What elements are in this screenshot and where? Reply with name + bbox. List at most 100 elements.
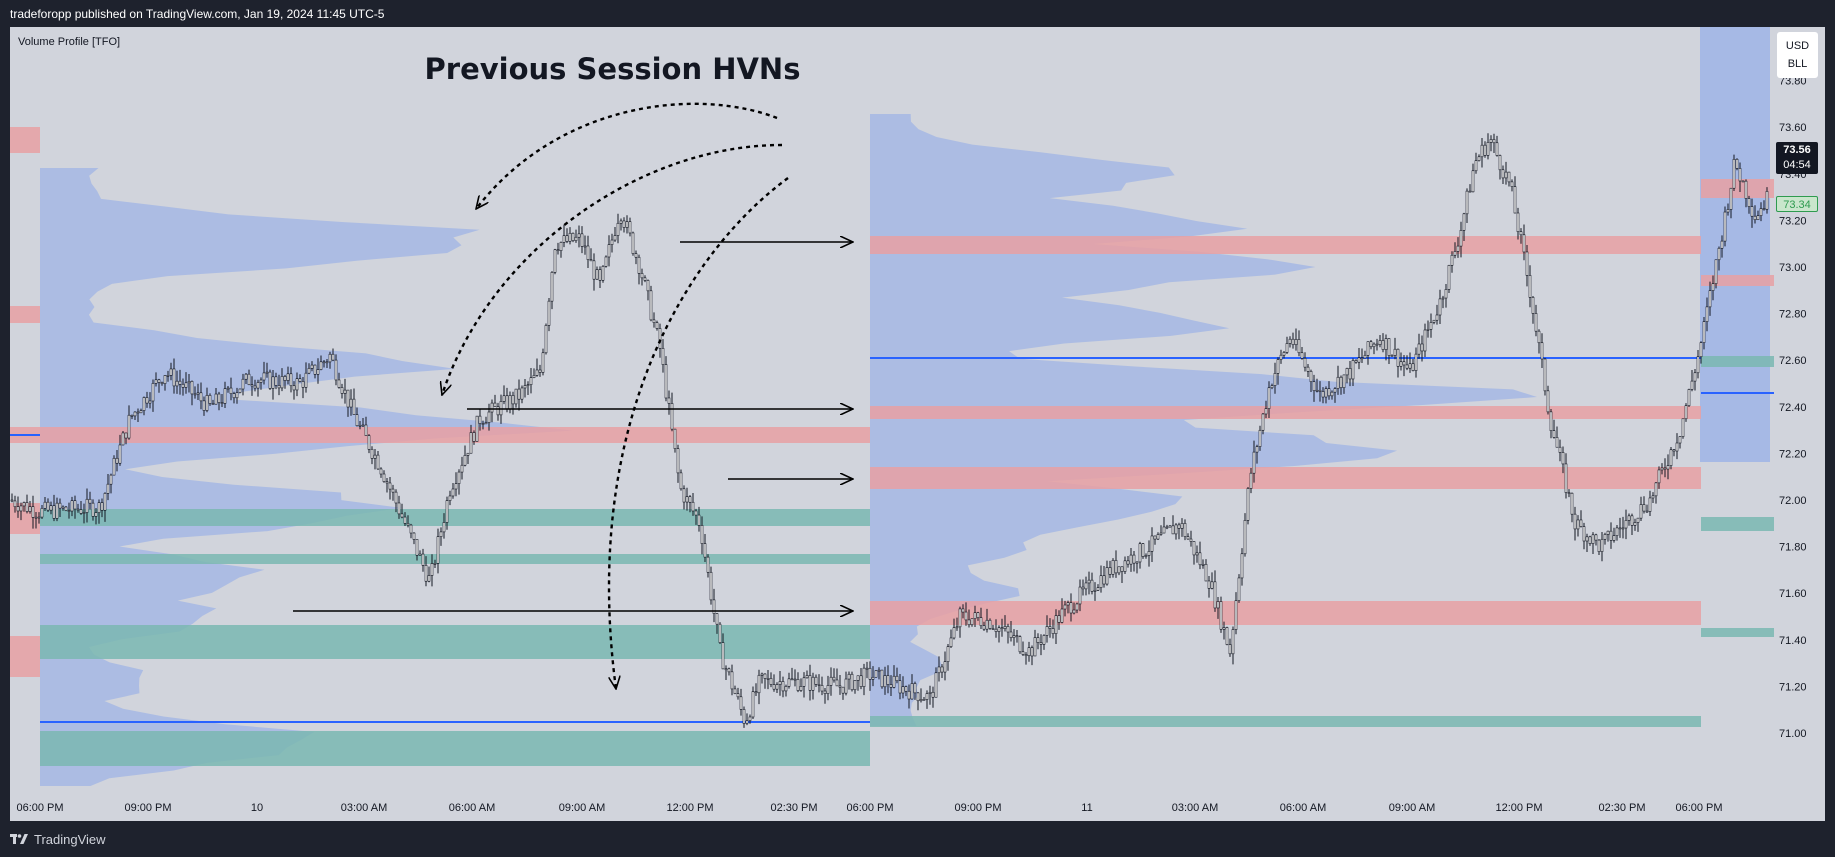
- candle-body: [1423, 329, 1427, 352]
- indicator-legend[interactable]: Volume Profile [TFO]: [18, 36, 121, 48]
- candle-body: [1468, 190, 1472, 193]
- candle-body: [1141, 543, 1145, 557]
- candle-body: [226, 387, 230, 390]
- candle-body: [1408, 363, 1412, 369]
- candle-body: [37, 516, 41, 519]
- candle-body: [1645, 510, 1649, 513]
- candle-body: [1225, 627, 1229, 645]
- candle-body: [1708, 290, 1712, 308]
- candle-body: [64, 506, 68, 511]
- candle-body: [766, 678, 770, 680]
- dashed-curved-arrow[interactable]: [607, 177, 789, 689]
- candle-body: [964, 611, 968, 621]
- candle-body: [1534, 313, 1538, 332]
- candle-body: [421, 553, 425, 566]
- time-tick-label: 09:00 AM: [559, 802, 605, 814]
- candle-body: [97, 502, 101, 513]
- candle-body: [706, 556, 710, 573]
- candle-body: [1399, 361, 1403, 367]
- candlestick-series: [10, 133, 1769, 728]
- candle-body: [1387, 338, 1391, 356]
- candle-body: [268, 371, 272, 389]
- candle-body: [613, 235, 617, 241]
- time-tick-label: 12:00 PM: [1495, 802, 1542, 814]
- candle-body: [1222, 627, 1226, 630]
- candle-body: [1042, 635, 1046, 645]
- candle-body: [958, 608, 962, 628]
- candle-body: [1585, 536, 1589, 542]
- footer-bar: TradingView: [0, 821, 1835, 857]
- candle-body: [502, 395, 506, 402]
- candle-body: [376, 454, 380, 470]
- currency-label[interactable]: USD: [1785, 40, 1810, 52]
- candle-body: [1636, 517, 1640, 523]
- candle-body: [190, 381, 194, 395]
- candle-body: [418, 553, 422, 556]
- candle-body: [703, 543, 707, 558]
- candle-body: [1228, 644, 1232, 655]
- candle-body: [118, 444, 122, 464]
- candle-body: [1102, 575, 1106, 585]
- candle-body: [1504, 171, 1508, 179]
- candle-body: [1522, 234, 1526, 253]
- candle-body: [1444, 289, 1448, 299]
- price-tick-label: 72.60: [1779, 355, 1807, 367]
- candle-body: [1162, 526, 1166, 534]
- candle-body: [151, 383, 155, 402]
- candle-body: [88, 498, 92, 504]
- candle-body: [49, 505, 53, 511]
- candle-body: [1180, 523, 1184, 529]
- candle-body: [391, 488, 395, 493]
- candle-body: [400, 513, 404, 518]
- candle-body: [169, 368, 173, 376]
- candle-body: [1210, 581, 1214, 589]
- candle-body: [343, 389, 347, 394]
- candle-body: [1693, 372, 1697, 382]
- candle-body: [733, 688, 737, 694]
- candle-body: [1453, 251, 1457, 256]
- candle-body: [886, 675, 890, 685]
- candle-body: [595, 269, 599, 280]
- candle-body: [328, 353, 332, 363]
- volume-profile-day2: [870, 114, 1537, 726]
- tradingview-logo[interactable]: TradingView: [0, 832, 106, 847]
- candle-body: [748, 716, 752, 721]
- unit-label[interactable]: BLL: [1787, 58, 1808, 70]
- candle-body: [517, 388, 521, 400]
- candle-body: [337, 379, 341, 388]
- candle-body: [1237, 577, 1241, 601]
- candle-body: [160, 382, 164, 384]
- candle-body: [661, 348, 665, 365]
- candle-body: [658, 328, 662, 349]
- candle-body: [928, 691, 932, 694]
- currency-unit-box[interactable]: USD BLL: [1777, 32, 1818, 78]
- hvn-zone-teal: [1701, 356, 1774, 367]
- time-axis[interactable]: 06:00 PM 09:00 PM 10 03:00 AM 06:00 AM 09:00 …: [16, 802, 1722, 814]
- candle-body: [1435, 314, 1439, 321]
- hvn-zone-teal: [1701, 628, 1774, 637]
- candle-body: [31, 506, 35, 518]
- candle-body: [1360, 357, 1364, 360]
- dashed-curved-arrow[interactable]: [442, 143, 783, 395]
- candle-body: [946, 646, 950, 662]
- candle-body: [10, 499, 14, 502]
- time-tick-label: 06:00 PM: [16, 802, 63, 814]
- candle-body: [1372, 343, 1376, 348]
- price-chart[interactable]: 73.8073.6073.4073.2073.0072.8072.6072.40…: [10, 27, 1825, 821]
- candle-body: [985, 619, 989, 630]
- candle-body: [1714, 259, 1718, 285]
- candle-body: [91, 502, 95, 517]
- hvn-zone-red: [10, 127, 40, 153]
- price-axis[interactable]: 73.8073.6073.4073.2073.0072.8072.6072.40…: [1779, 76, 1807, 740]
- candle-body: [520, 387, 524, 400]
- candle-body: [127, 414, 131, 439]
- candle-body: [1666, 465, 1670, 470]
- time-tick-label: 10: [251, 802, 263, 814]
- candle-body: [901, 686, 905, 694]
- candle-body: [301, 381, 305, 388]
- candle-body: [1438, 298, 1442, 316]
- candle-body: [451, 488, 455, 497]
- candle-body: [532, 375, 536, 378]
- dashed-curved-arrow[interactable]: [476, 102, 778, 209]
- candle-body: [976, 612, 980, 618]
